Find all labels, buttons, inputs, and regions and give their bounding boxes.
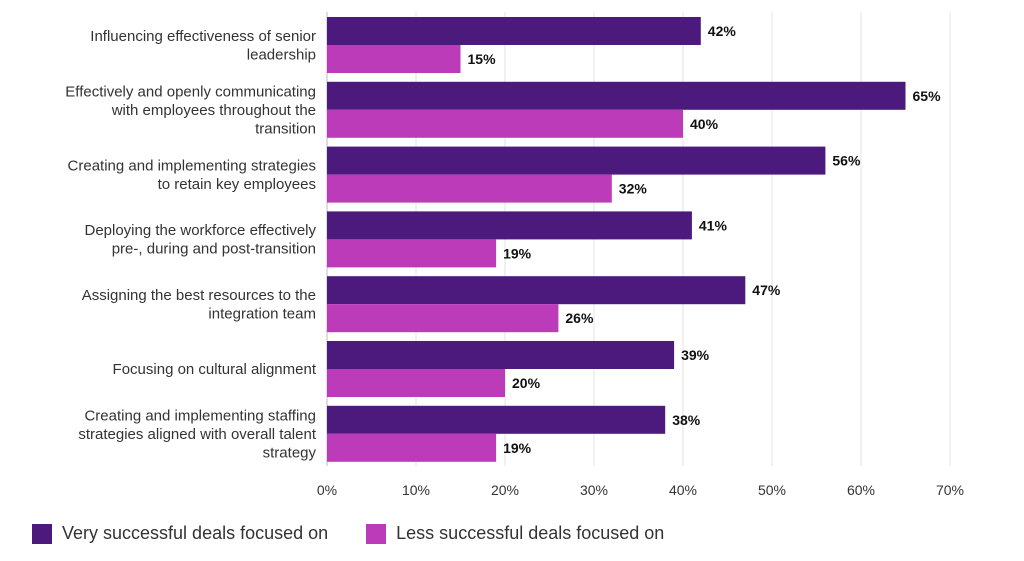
legend-label-very-successful: Very successful deals focused on <box>62 523 329 543</box>
category-label: Deploying the workforce effectively pre-,… <box>84 222 316 258</box>
data-label: 56% <box>832 153 861 169</box>
data-label: 40% <box>690 116 719 132</box>
data-label: 65% <box>913 88 942 104</box>
x-tick-label: 60% <box>847 482 875 498</box>
data-label: 26% <box>565 310 594 326</box>
legend-swatch-less-successful <box>366 523 387 544</box>
bar <box>327 405 666 434</box>
bar <box>327 433 497 462</box>
x-tick-label: 0% <box>317 482 337 498</box>
data-label: 19% <box>503 440 532 456</box>
category-label: Effectively and openly communicating with… <box>65 83 316 137</box>
data-label: 20% <box>512 375 541 391</box>
data-label: 42% <box>708 23 737 39</box>
x-tick-label: 50% <box>758 482 786 498</box>
x-tick-label: 20% <box>491 482 519 498</box>
data-label: 15% <box>468 51 497 67</box>
bar <box>327 211 692 240</box>
category-label: Assigning the best resources to the integ… <box>82 287 316 323</box>
category-label: Focusing on cultural alignment <box>113 361 317 378</box>
bar <box>327 17 701 45</box>
bar <box>327 109 683 138</box>
bar <box>327 174 612 203</box>
x-tick-label: 70% <box>936 482 964 498</box>
bar <box>327 45 461 73</box>
data-label: 38% <box>672 412 701 428</box>
legend-label-less-successful: Less successful deals focused on <box>396 523 665 543</box>
x-tick-label: 10% <box>402 482 430 498</box>
x-tick-label: 40% <box>669 482 697 498</box>
bar <box>327 81 906 110</box>
data-label: 32% <box>619 181 648 197</box>
bar <box>327 304 559 333</box>
category-label: Creating and implementing staffing strate… <box>78 407 316 461</box>
bar <box>327 369 505 397</box>
bar <box>327 146 826 175</box>
x-tick-label: 30% <box>580 482 608 498</box>
legend-item-less-successful: Less successful deals focused on <box>366 523 664 544</box>
legend-item-very-successful: Very successful deals focused on <box>32 523 328 544</box>
category-label: Creating and implementing strategies to r… <box>68 157 316 193</box>
data-label: 39% <box>681 347 710 363</box>
legend-swatch-very-successful <box>32 523 52 544</box>
bar <box>327 341 675 369</box>
bar <box>327 276 746 305</box>
legend: Very successful deals focused on Less su… <box>32 523 702 544</box>
category-label: Influencing effectiveness of senior leade… <box>90 28 316 64</box>
data-label: 41% <box>699 217 728 233</box>
data-label: 19% <box>503 245 532 261</box>
data-label: 47% <box>752 282 781 298</box>
bar <box>327 239 497 268</box>
